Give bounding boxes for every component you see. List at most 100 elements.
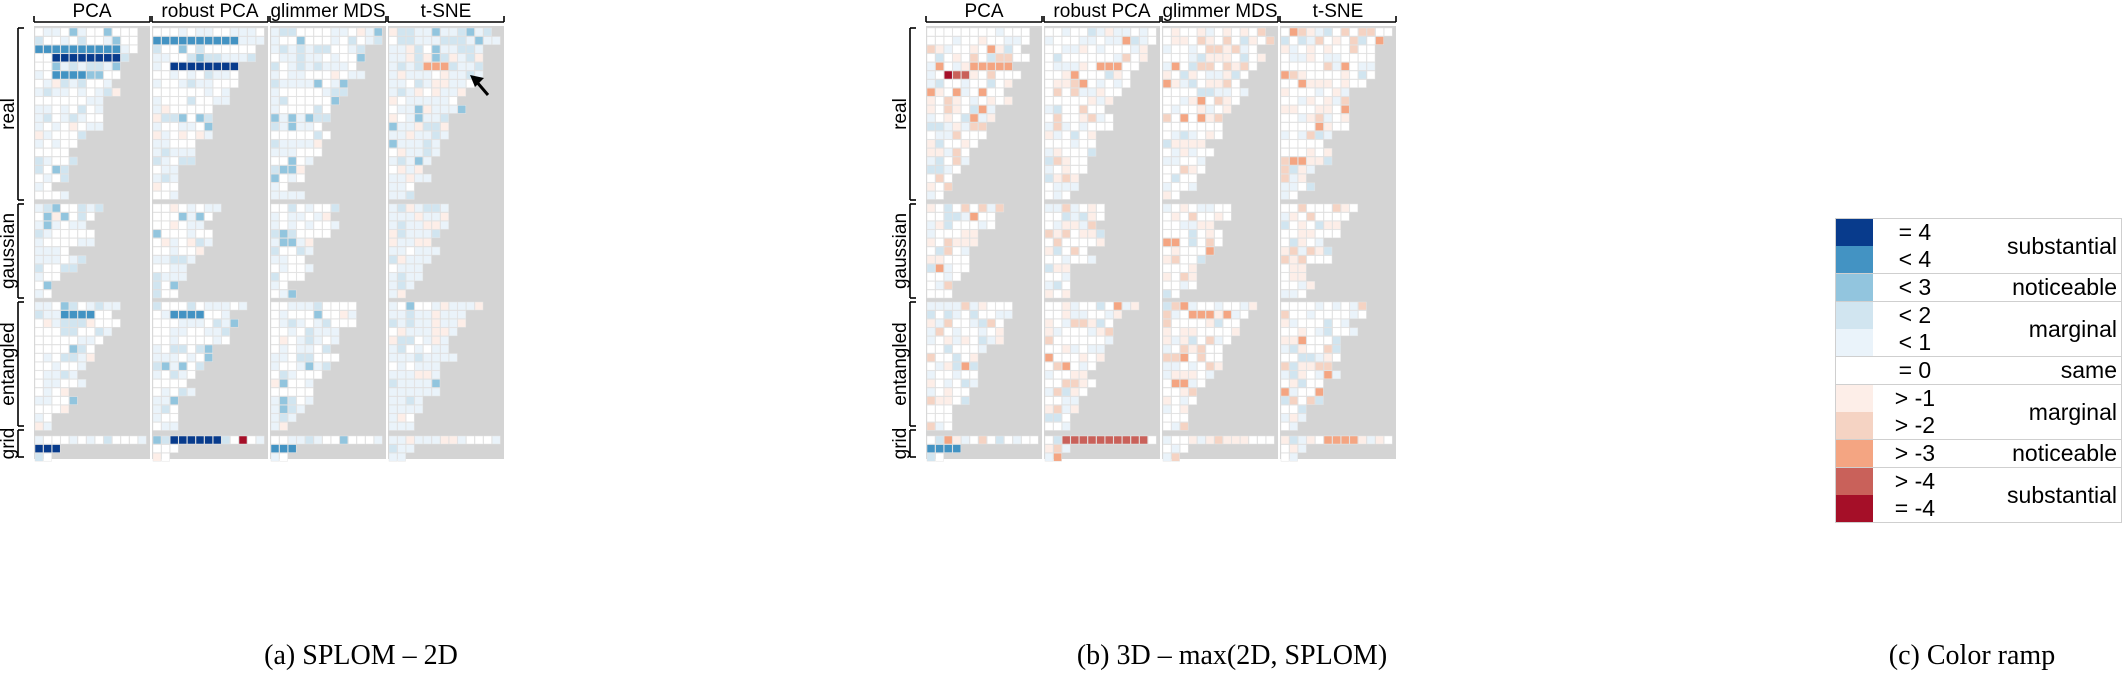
heatmap-cell xyxy=(448,53,458,63)
heatmap-cell xyxy=(296,379,306,388)
heatmap-cell xyxy=(1070,203,1080,213)
heatmap-cell xyxy=(986,96,996,106)
heatmap-cell xyxy=(1289,310,1298,319)
heatmap-cell xyxy=(1240,435,1249,445)
heatmap-cell xyxy=(423,212,432,221)
heatmap-cell xyxy=(103,327,113,337)
heatmap-cell xyxy=(1179,281,1189,290)
heatmap-cell xyxy=(1280,422,1290,431)
heatmap-cell xyxy=(34,344,44,354)
heatmap-cell xyxy=(129,27,138,37)
heatmap-cell xyxy=(388,130,398,140)
heatmap-cell xyxy=(423,246,432,256)
heatmap-cell xyxy=(1053,238,1062,247)
heatmap-cell xyxy=(152,444,162,453)
heatmap-cell xyxy=(1044,70,1054,80)
heatmap-cell xyxy=(1079,139,1088,149)
heatmap-cell xyxy=(1197,435,1206,445)
heatmap-cell xyxy=(161,79,170,88)
heatmap-cell xyxy=(161,173,170,183)
heatmap-cell xyxy=(388,353,398,362)
heatmap-cell xyxy=(161,165,170,174)
heatmap-cell xyxy=(1104,27,1114,37)
heatmap-cell xyxy=(1044,229,1054,239)
heatmap-cell xyxy=(1130,36,1140,45)
heatmap-cell xyxy=(397,310,406,319)
heatmap-cell xyxy=(69,113,78,123)
heatmap-cell xyxy=(1315,53,1324,63)
heatmap-cell xyxy=(1197,238,1206,247)
heatmap-cell xyxy=(1280,105,1290,114)
heatmap-cell xyxy=(969,203,979,213)
heatmap-cell xyxy=(169,148,179,157)
heatmap-cell xyxy=(1257,36,1266,45)
heatmap-cell xyxy=(1061,62,1071,71)
heatmap-cell xyxy=(330,353,340,362)
heatmap-cell xyxy=(77,361,87,371)
heatmap-cell xyxy=(1197,246,1206,256)
heatmap-cell xyxy=(1297,327,1307,337)
heatmap-cell xyxy=(1162,444,1172,453)
heatmap-cell xyxy=(1222,105,1232,114)
heatmap-cell xyxy=(187,27,196,37)
heatmap-cell xyxy=(120,44,130,54)
heatmap-cell xyxy=(204,113,213,123)
heatmap-cell xyxy=(1315,62,1324,71)
heatmap-cell xyxy=(1297,113,1307,123)
heatmap-cell xyxy=(414,387,424,397)
heatmap-cell xyxy=(270,113,280,123)
heatmap-cell xyxy=(1240,36,1249,45)
heatmap-cell xyxy=(943,272,953,282)
heatmap-cell xyxy=(1004,301,1013,311)
heatmap-cell xyxy=(935,281,944,290)
heatmap-cell xyxy=(313,361,323,371)
heatmap-cell-highlight xyxy=(969,62,979,71)
heatmap-cell xyxy=(161,353,170,362)
heatmap-cell xyxy=(397,327,406,337)
heatmap-cell xyxy=(322,353,331,362)
heatmap-cell xyxy=(423,301,432,311)
heatmap-cell xyxy=(926,327,936,337)
heatmap-cell xyxy=(152,62,162,71)
heatmap-cell xyxy=(423,27,432,37)
heatmap-cell xyxy=(287,396,297,405)
heatmap-cell xyxy=(305,87,314,97)
heatmap-cell xyxy=(34,182,44,192)
heatmap-cell xyxy=(388,27,398,37)
heatmap-cell xyxy=(1171,272,1180,282)
heatmap-cell xyxy=(1004,53,1013,63)
heatmap-cell xyxy=(60,263,70,273)
heatmap-cell xyxy=(69,36,78,45)
heatmap-cell xyxy=(195,79,205,88)
heatmap-cell xyxy=(978,70,987,80)
heatmap-cell xyxy=(926,182,936,192)
legend-group-label: noticeable xyxy=(1956,273,2122,302)
heatmap-cell xyxy=(397,122,406,131)
heatmap-cell xyxy=(978,130,987,140)
heatmap-cell xyxy=(1332,87,1341,97)
heatmap-cell xyxy=(1053,310,1062,319)
heatmap-cell xyxy=(1079,379,1088,388)
heatmap-cell xyxy=(961,353,970,362)
heatmap-cell xyxy=(287,79,297,88)
heatmap-cell xyxy=(943,212,953,221)
heatmap-cell xyxy=(296,173,306,183)
heatmap-cell xyxy=(287,191,297,200)
heatmap-cell xyxy=(1222,62,1232,71)
heatmap-cell xyxy=(34,281,44,290)
heatmap-cell xyxy=(43,87,52,97)
heatmap-cell xyxy=(305,344,314,354)
heatmap-cell xyxy=(1087,113,1097,123)
heatmap-cell xyxy=(397,130,406,140)
heatmap-cell xyxy=(1205,70,1215,80)
heatmap-cell xyxy=(1358,435,1367,445)
heatmap-cell xyxy=(414,238,424,247)
heatmap-cell xyxy=(279,452,288,462)
heatmap-cell xyxy=(60,139,70,149)
heatmap-cell xyxy=(152,148,162,157)
heatmap-cell xyxy=(178,70,188,80)
heatmap-cell xyxy=(1171,139,1180,149)
heatmap-cell xyxy=(1087,96,1097,106)
heatmap-cell xyxy=(348,310,357,319)
heatmap-cell xyxy=(1306,301,1316,311)
